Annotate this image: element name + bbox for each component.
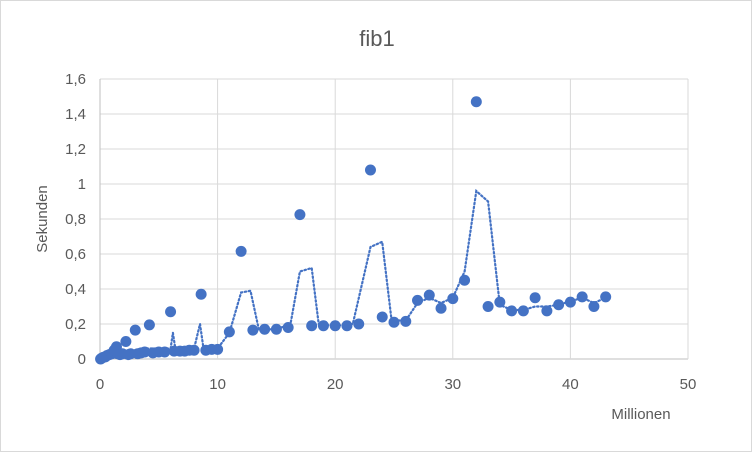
data-point bbox=[482, 301, 494, 312]
data-point bbox=[235, 245, 247, 257]
y-tick-label: 1 bbox=[78, 176, 86, 193]
data-point bbox=[306, 320, 318, 332]
x-tick-label: 50 bbox=[680, 376, 697, 393]
x-axis-label: Millionen bbox=[611, 406, 670, 423]
data-point bbox=[364, 164, 376, 176]
data-point bbox=[317, 320, 329, 332]
data-point bbox=[195, 288, 207, 300]
data-point bbox=[400, 315, 412, 327]
data-point bbox=[139, 346, 151, 358]
data-point bbox=[282, 322, 294, 333]
data-point bbox=[223, 326, 235, 338]
data-point bbox=[470, 96, 482, 108]
y-tick-label: 0,4 bbox=[65, 281, 86, 298]
data-point bbox=[588, 301, 600, 312]
data-point bbox=[494, 296, 506, 308]
y-tick-label: 1,4 bbox=[65, 106, 86, 123]
points-layer bbox=[95, 96, 612, 365]
data-point bbox=[388, 316, 400, 328]
data-point bbox=[129, 324, 141, 336]
data-point bbox=[435, 302, 447, 314]
x-tick-label: 40 bbox=[562, 376, 579, 393]
y-tick-label: 1,6 bbox=[65, 71, 86, 88]
x-tick-label: 30 bbox=[444, 376, 461, 393]
x-tick-label: 10 bbox=[209, 376, 226, 393]
trendline-layer bbox=[98, 188, 607, 361]
data-point bbox=[423, 289, 435, 301]
chart-title: fib1 bbox=[359, 26, 394, 51]
data-point bbox=[353, 318, 365, 330]
y-tick-label: 0,2 bbox=[65, 316, 86, 333]
y-axis-label: Sekunden bbox=[34, 185, 51, 253]
data-point bbox=[529, 292, 541, 304]
data-point bbox=[270, 323, 282, 335]
y-tick-label: 0,6 bbox=[65, 246, 86, 263]
data-point bbox=[564, 296, 576, 308]
data-point bbox=[517, 305, 529, 317]
data-point bbox=[165, 306, 177, 318]
data-point bbox=[329, 320, 341, 332]
data-point bbox=[120, 336, 132, 347]
grid-layer bbox=[99, 78, 689, 360]
x-tick-label: 20 bbox=[327, 376, 344, 393]
data-point bbox=[212, 343, 224, 355]
y-tick-label: 0 bbox=[78, 351, 86, 368]
y-tick-label: 0,8 bbox=[65, 211, 86, 228]
x-tick-label: 0 bbox=[96, 376, 104, 393]
trendline bbox=[98, 188, 607, 361]
data-point bbox=[459, 274, 471, 286]
y-tick-label: 1,2 bbox=[65, 141, 86, 158]
data-point bbox=[376, 311, 388, 323]
data-point bbox=[247, 324, 259, 336]
data-point bbox=[159, 346, 171, 358]
data-point bbox=[341, 320, 353, 332]
data-point bbox=[576, 291, 588, 303]
data-point bbox=[506, 305, 518, 317]
tick-label-layer: 0 0,2 0,4 0,6 0,8 1 1,2 1,4 1,6 0 10 20 30 40 50 bbox=[65, 71, 696, 393]
data-point bbox=[553, 299, 565, 311]
data-point bbox=[600, 291, 612, 303]
data-point bbox=[143, 319, 155, 331]
data-point bbox=[188, 344, 200, 356]
data-point bbox=[294, 209, 306, 221]
data-point bbox=[412, 294, 424, 306]
data-point bbox=[447, 293, 459, 305]
data-point bbox=[259, 323, 271, 335]
data-point bbox=[541, 305, 553, 317]
